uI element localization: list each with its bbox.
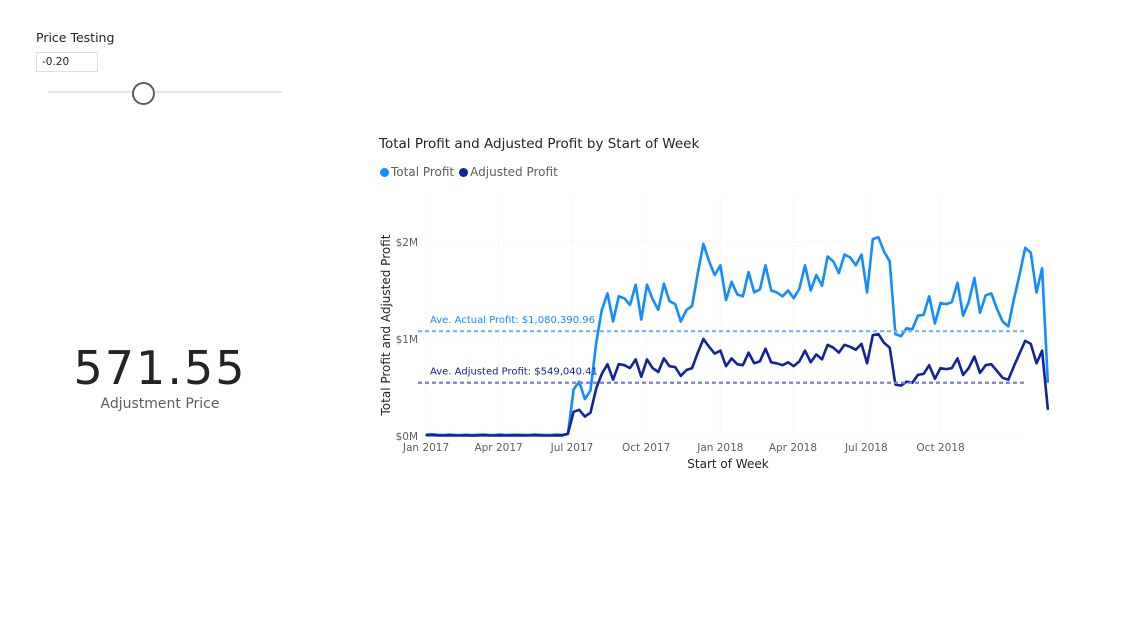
series-line-total-profit [425,235,1050,437]
x-tick-label: Jul 2017 [550,442,594,454]
price-testing-value-input[interactable]: -0.20 [36,52,98,72]
legend-dot-total-profit [380,167,389,177]
card-value: 571.55 [73,341,247,395]
avg-adjusted-profit-label: Ave. Adjusted Profit: $549,040.41 [430,367,598,378]
y-tick-label: $1M [396,334,418,346]
profit-line-chart: $0M $1M $2M Jan 2017 Apr 2017 Jul 2017 Oct 201… [379,197,1050,471]
chart-title: Total Profit and Adjusted Profit by Star… [379,136,700,152]
legend-dot-adjusted-profit [459,167,469,177]
price-testing-slicer: Price Testing -0.20 [36,28,286,110]
legend-label-adjusted-profit: Adjusted Profit [470,165,558,179]
slicer-title: Price Testing [36,30,115,45]
x-tick-label: Apr 2017 [474,442,522,454]
x-tick-label: Jul 2018 [844,442,888,454]
y-axis-title: Total Profit and Adjusted Profit [379,234,393,416]
x-tick-label: Oct 2017 [622,442,670,454]
adjustment-price-card: 571.55 Adjustment Price [40,340,280,430]
legend-label-total-profit: Total Profit [391,165,455,179]
legend-item-total-profit[interactable]: Total Profit [380,165,454,179]
series-line-adjusted-profit [425,332,1050,437]
x-tick-label: Oct 2018 [916,442,964,454]
card-label: Adjustment Price [100,396,220,412]
x-tick-label: Apr 2018 [769,442,817,454]
x-axis-title: Start of Week [687,457,768,471]
x-tick-label: Jan 2017 [402,442,449,454]
price-testing-slider-thumb[interactable] [132,82,155,105]
avg-actual-profit-label: Ave. Actual Profit: $1,080,390.96 [430,315,595,326]
x-tick-label: Jan 2018 [696,442,743,454]
y-tick-label: $2M [396,237,418,249]
y-tick-label: $0M [396,431,418,443]
price-testing-slider-track[interactable] [48,91,282,93]
legend-item-adjusted-profit[interactable]: Adjusted Profit [459,165,558,179]
chart-legend: Total Profit Adjusted Profit [380,165,563,179]
